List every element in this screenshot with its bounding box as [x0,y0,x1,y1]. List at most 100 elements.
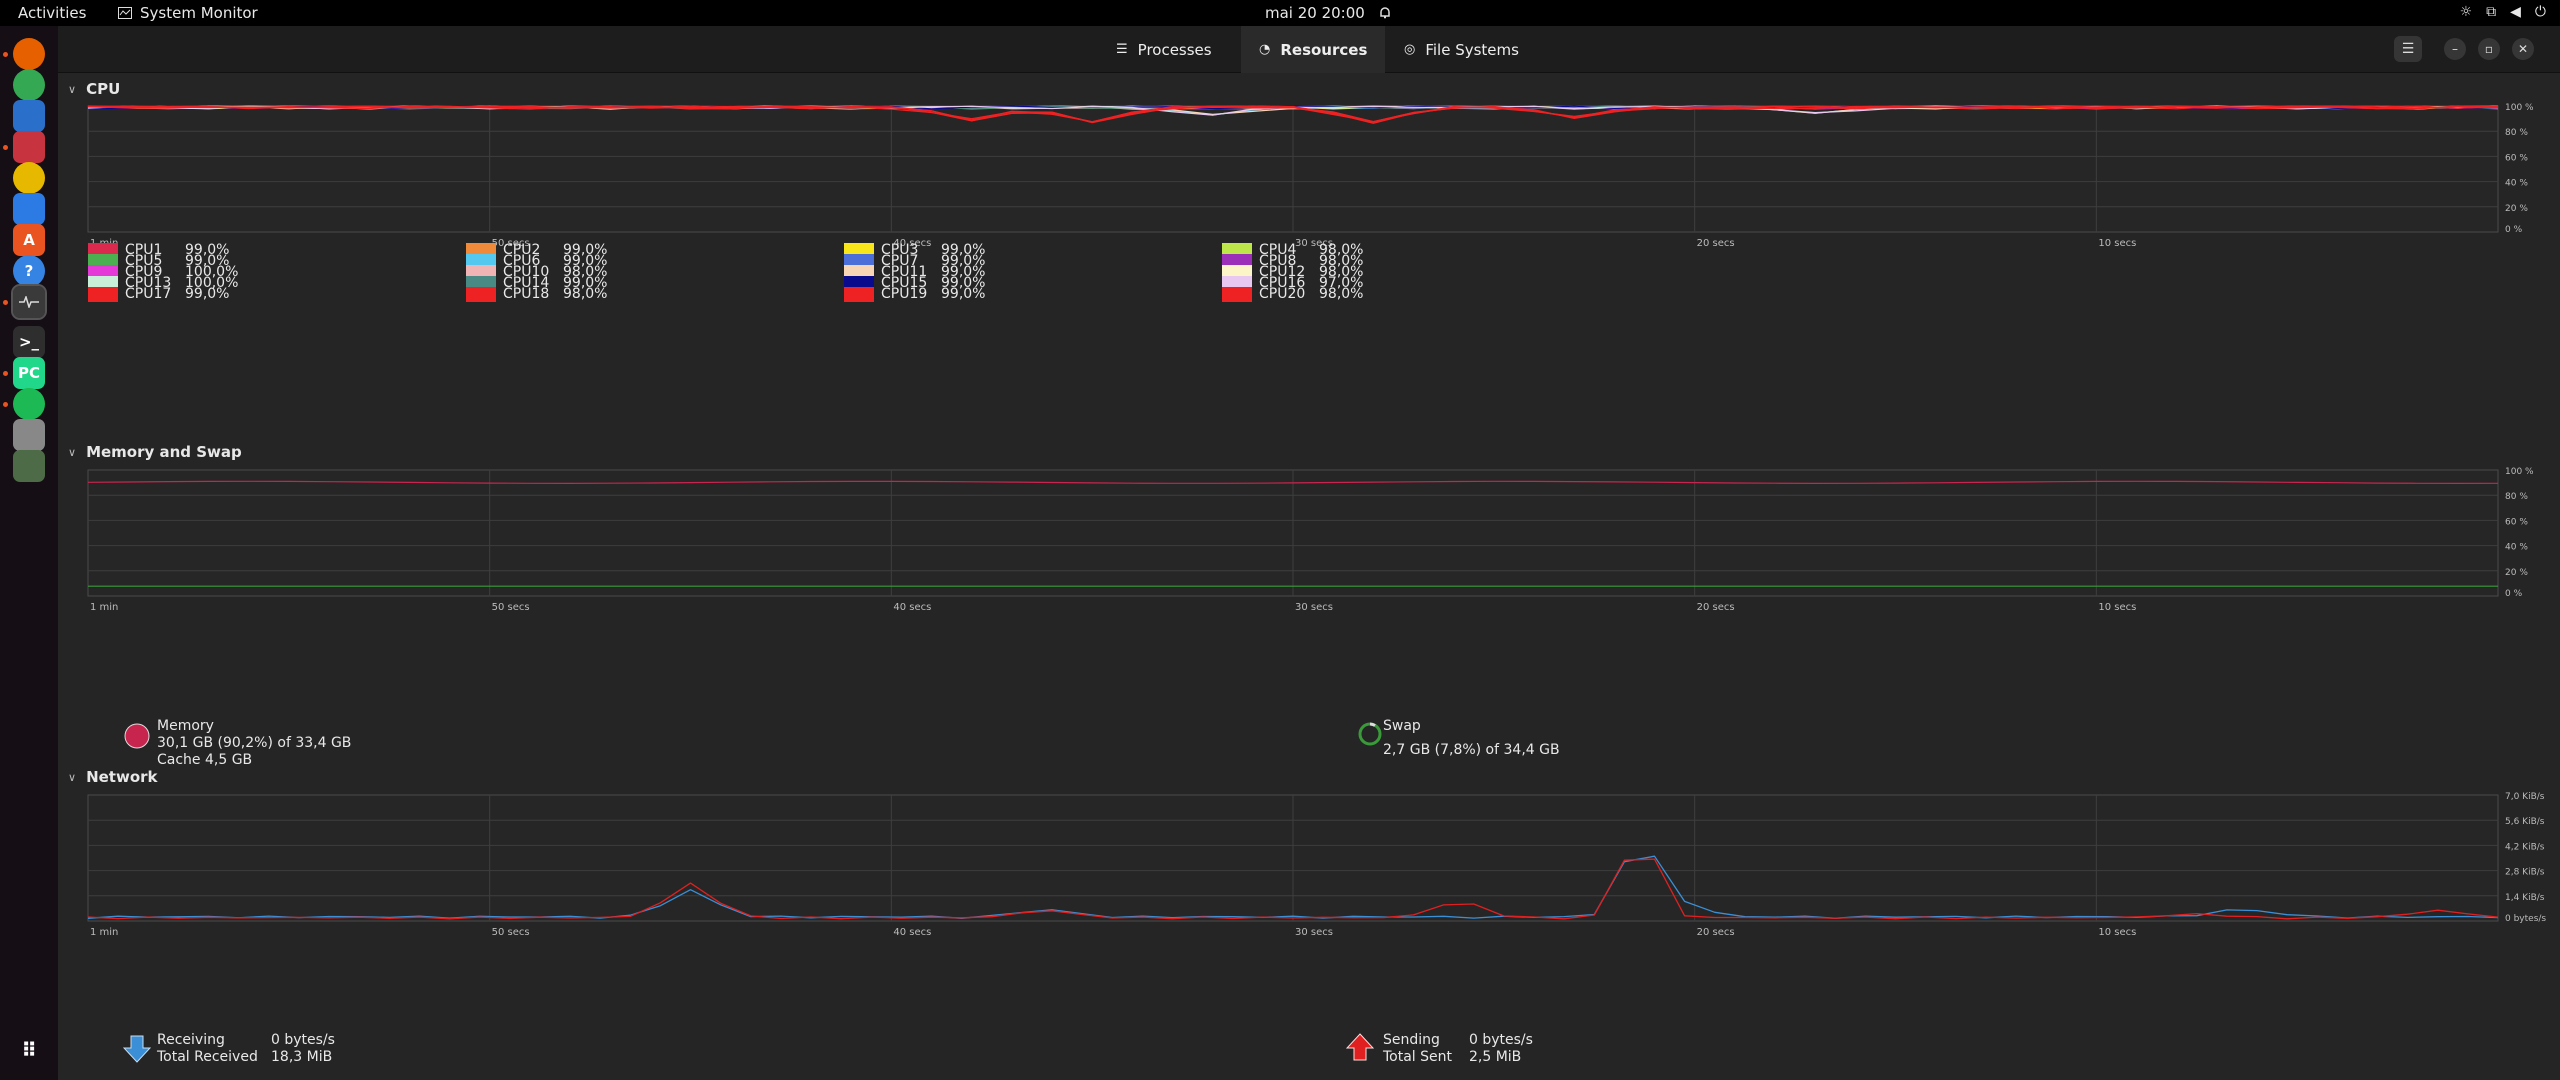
y-tick-label: 7,0 KiB/s [2505,792,2545,802]
x-tick-label: 40 secs [893,602,931,613]
memory-section-header[interactable]: ∨ Memory and Swap [68,443,242,461]
cpu-legend-item: CPU14 99,0% [466,274,607,292]
system-monitor-icon[interactable] [11,284,47,320]
y-tick-label: 80 % [2505,492,2528,502]
network-icon: ⧉ [2486,4,2497,20]
memory-series-line [87,480,2499,484]
list-icon: ☰ [1116,42,1128,57]
cpu-usage: 99,0% [185,286,230,302]
trash-icon[interactable] [13,450,45,482]
cpu-usage: 99,0% [941,242,986,258]
top-bar: Activities System Monitor mai 20 20:00 ☼… [0,0,2560,26]
x-tick-label: 10 secs [2098,238,2136,249]
cpu-name: CPU10 [503,264,550,280]
sending-info: Sending Total Sent [1383,1032,1452,1066]
x-tick-label: 50 secs [492,927,530,938]
chevron-down-icon: ∨ [68,82,77,96]
activities-button[interactable]: Activities [18,4,87,22]
y-tick-label: 80 % [2505,128,2528,138]
help-icon[interactable]: ? [13,255,45,287]
cpu-usage: 99,0% [563,242,608,258]
app-menu[interactable]: System Monitor [118,4,258,22]
thunderbird-icon[interactable] [13,100,45,132]
sending-arrow-icon [1345,1032,1375,1066]
y-tick-label: 5,6 KiB/s [2505,817,2545,827]
cpu-usage: 99,0% [941,264,986,280]
receiving-values: 0 bytes/s 18,3 MiB [271,1032,335,1066]
color-swatch[interactable] [844,286,874,302]
writer-icon[interactable] [13,193,45,225]
minimize-button[interactable]: – [2444,38,2466,60]
cpu-name: CPU4 [1259,242,1297,258]
x-tick-label: 50 secs [492,602,530,613]
y-tick-label: 20 % [2505,204,2528,214]
cpu-name: CPU3 [881,242,919,258]
app-center-icon[interactable]: A [13,224,45,256]
cpu-name: CPU2 [503,242,541,258]
volume-icon: ◀ [2510,4,2521,20]
color-swatch[interactable] [1222,286,1252,302]
main-menu-button[interactable]: ☰ [2394,36,2422,62]
cpu-legend-item: CPU3 99,0% [844,241,985,259]
swap-label: Swap [1383,718,1421,734]
tab-file-systems[interactable]: ◎ File Systems [1386,26,1537,73]
chrome-icon[interactable] [13,69,45,101]
gauge-icon: ◔ [1259,42,1271,57]
hamburger-icon: ☰ [2401,41,2415,57]
rhythmbox-icon[interactable] [13,162,45,194]
maximize-button[interactable]: ▫ [2478,38,2500,60]
chevron-down-icon: ∨ [68,445,77,459]
tab-label: Processes [1137,40,1212,59]
tab-label: Resources [1280,40,1368,59]
drive-icon[interactable] [13,419,45,451]
memory-info: Memory 30,1 GB (90,2%) of 33,4 GB Cache … [157,718,351,769]
cpu-usage: 99,0% [563,275,608,291]
cpu-name: CPU8 [1259,253,1297,269]
receiving-info: Receiving Total Received [157,1032,258,1066]
cpu-usage: 100,0% [185,264,239,280]
cpu-legend-item: CPU9 100,0% [88,263,238,281]
sending-label: Sending [1383,1032,1440,1048]
pycharm-icon[interactable]: PC [13,357,45,389]
clock[interactable]: mai 20 20:00 [1265,4,1391,22]
tab-processes[interactable]: ☰ Processes [1098,26,1230,73]
memory-pie-icon [123,722,151,754]
running-indicator [3,52,8,57]
y-tick-label: 0 bytes/s [2505,914,2546,924]
firefox-icon[interactable] [13,38,45,70]
cpu-usage: 98,0% [1319,286,1364,302]
receiving-rate: 0 bytes/s [271,1032,335,1048]
network-section-header[interactable]: ∨ Network [68,768,158,786]
cpu-name: CPU13 [125,275,172,291]
cpu-name: CPU6 [503,253,541,269]
x-tick-label: 30 secs [1295,602,1333,613]
cpu-usage: 98,0% [1319,242,1364,258]
system-tray[interactable]: ☼ ⧉ ◀ ⏻ [2460,4,2546,20]
x-tick-label: 20 secs [1697,238,1735,249]
color-swatch[interactable] [466,286,496,302]
color-swatch[interactable] [88,286,118,302]
y-tick-label: 0 % [2505,589,2523,599]
terminal-icon[interactable]: >_ [13,326,45,358]
cpu-name: CPU17 [125,286,172,302]
cpu-usage: 99,0% [563,253,608,269]
show-apps-icon[interactable]: ⠿ [21,1038,37,1062]
running-indicator [3,402,8,407]
receiving-label: Receiving [157,1032,225,1048]
close-icon: ✕ [2517,42,2529,56]
y-tick-label: 20 % [2505,568,2528,578]
cpu-name: CPU11 [881,264,928,280]
files-icon[interactable] [13,131,45,163]
spotify-icon[interactable] [13,388,45,420]
cpu-name: CPU16 [1259,275,1306,291]
y-tick-label: 40 % [2505,543,2528,553]
x-tick-label: 30 secs [1295,927,1333,938]
system-monitor-app-icon [118,7,132,19]
close-button[interactable]: ✕ [2512,38,2534,60]
tab-resources[interactable]: ◔ Resources [1241,26,1386,73]
chevron-down-icon: ∨ [68,770,77,784]
x-tick-label: 20 secs [1697,602,1735,613]
cpu-section-header[interactable]: ∨ CPU [68,80,120,98]
cpu-usage: 98,0% [1319,264,1364,280]
